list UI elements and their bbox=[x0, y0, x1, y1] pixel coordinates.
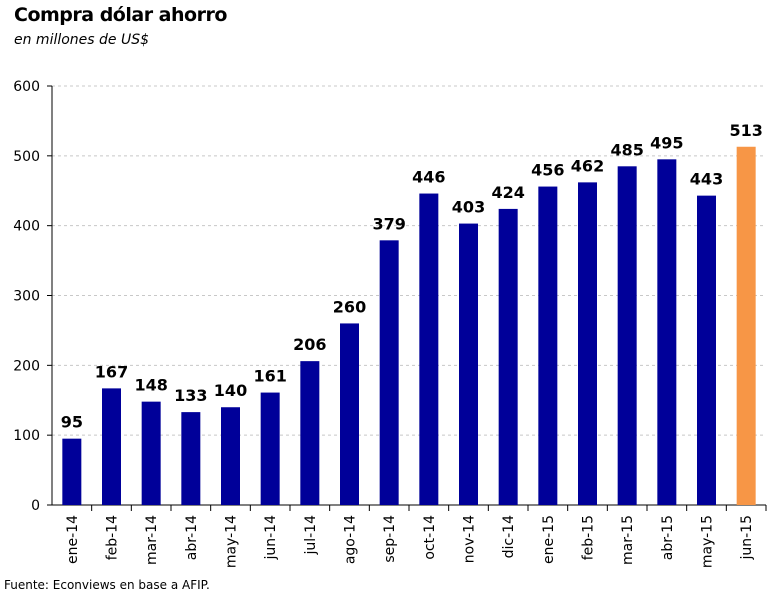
data-label: 167 bbox=[95, 362, 128, 381]
data-label: 403 bbox=[452, 198, 485, 217]
data-label: 462 bbox=[571, 156, 604, 175]
data-label: 456 bbox=[531, 161, 564, 180]
chart-subtitle: en millones de US$ bbox=[14, 32, 150, 48]
bar-mar-14 bbox=[141, 401, 161, 505]
x-tick-label: oct-14 bbox=[422, 515, 438, 560]
x-tick-label: feb-15 bbox=[581, 515, 597, 560]
data-label: 485 bbox=[610, 140, 643, 159]
data-label: 95 bbox=[61, 413, 83, 432]
bar-jun-14 bbox=[260, 392, 280, 505]
x-tick-label: abr-15 bbox=[660, 515, 676, 560]
x-tick-label: nov-14 bbox=[462, 515, 478, 563]
x-tick-label: jun-14 bbox=[263, 515, 279, 561]
x-tick-label: ene-14 bbox=[65, 515, 81, 564]
data-label: 161 bbox=[253, 367, 286, 386]
data-label: 206 bbox=[293, 335, 326, 354]
data-label: 424 bbox=[491, 183, 524, 202]
x-tick-label: may-15 bbox=[700, 515, 716, 568]
bar-may-15 bbox=[697, 195, 716, 505]
source-note: Fuente: Econviews en base a AFIP. bbox=[4, 578, 210, 592]
x-tick-label: may-14 bbox=[224, 515, 240, 568]
bar-feb-15 bbox=[578, 182, 597, 505]
x-tick-label: ago-14 bbox=[343, 515, 359, 564]
bar-feb-14 bbox=[102, 388, 121, 505]
y-tick-label: 300 bbox=[13, 289, 40, 305]
data-label: 260 bbox=[333, 297, 366, 316]
bar-abr-14 bbox=[181, 412, 201, 505]
bar-sep-14 bbox=[379, 240, 399, 505]
chart-title: Compra dólar ahorro bbox=[14, 4, 227, 26]
y-tick-label: 100 bbox=[13, 428, 40, 444]
data-label: 446 bbox=[412, 168, 445, 187]
x-tick-label: jul-14 bbox=[303, 515, 319, 556]
x-tick-label: ene-15 bbox=[541, 515, 557, 564]
bar-ene-14 bbox=[62, 438, 82, 505]
data-label: 443 bbox=[690, 170, 723, 189]
y-tick-label: 600 bbox=[13, 79, 40, 95]
x-tick-label: sep-14 bbox=[382, 515, 398, 563]
bar-jun-15 bbox=[736, 146, 756, 505]
x-tick-label: jun-15 bbox=[739, 515, 755, 561]
bar-dic-14 bbox=[498, 208, 518, 505]
data-label: 513 bbox=[729, 121, 762, 140]
y-tick-label: 500 bbox=[13, 149, 40, 165]
bar-oct-14 bbox=[419, 193, 439, 505]
x-tick-label: dic-14 bbox=[501, 515, 517, 558]
bar-abr-15 bbox=[657, 159, 677, 505]
data-label: 495 bbox=[650, 133, 683, 152]
data-label: 140 bbox=[214, 381, 247, 400]
bar-mar-15 bbox=[617, 166, 637, 505]
data-label: 148 bbox=[134, 376, 167, 395]
y-tick-label: 0 bbox=[31, 498, 40, 514]
x-tick-label: mar-15 bbox=[620, 515, 636, 565]
y-tick-label: 200 bbox=[13, 358, 40, 374]
bar-may-14 bbox=[221, 407, 240, 505]
bar-ago-14 bbox=[340, 323, 359, 505]
y-tick-label: 400 bbox=[13, 219, 40, 235]
data-label: 133 bbox=[174, 386, 207, 405]
x-tick-label: feb-14 bbox=[105, 515, 121, 560]
x-tick-label: mar-14 bbox=[144, 515, 160, 565]
data-label: 379 bbox=[372, 214, 405, 233]
bar-jul-14 bbox=[300, 361, 320, 505]
bar-nov-14 bbox=[459, 223, 478, 506]
bar-ene-15 bbox=[538, 186, 558, 505]
x-tick-label: abr-14 bbox=[184, 515, 200, 560]
